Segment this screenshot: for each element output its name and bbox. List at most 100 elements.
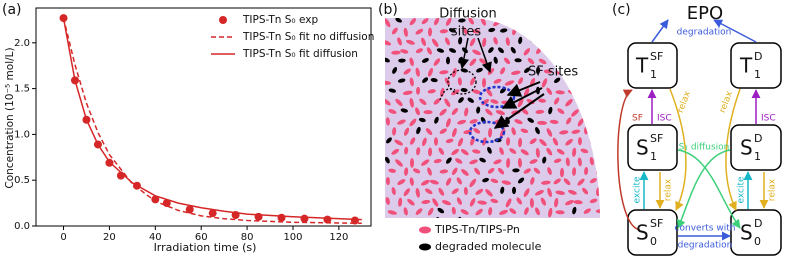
- molecule: [500, 186, 505, 194]
- molecule: [438, 147, 445, 155]
- molecule: [434, 18, 440, 26]
- molecule: [398, 58, 406, 63]
- molecule: [385, 57, 390, 63]
- state-sup: D: [754, 132, 762, 145]
- molecule: [505, 37, 510, 46]
- molecule: [567, 189, 577, 195]
- molecule: [555, 90, 565, 95]
- molecule: [444, 37, 450, 46]
- molecule: [529, 138, 537, 145]
- molecule: [590, 77, 595, 85]
- molecule: [406, 39, 415, 45]
- molecule: [581, 48, 589, 55]
- molecule: [469, 58, 477, 66]
- molecule: [425, 188, 433, 195]
- molecule: [548, 106, 553, 115]
- molecule: [445, 177, 452, 186]
- molecule: [439, 29, 448, 34]
- molecule: [535, 109, 545, 114]
- molecule: [480, 18, 487, 26]
- molecule: [397, 78, 406, 83]
- molecule: [555, 190, 566, 195]
- molecule: [409, 77, 414, 87]
- molecule: [419, 98, 427, 105]
- molecule: [487, 167, 495, 174]
- molecule: [554, 97, 560, 105]
- molecule: [499, 128, 506, 138]
- transition-label: relax: [768, 178, 778, 201]
- molecule: [589, 18, 596, 26]
- molecule: [528, 18, 535, 28]
- transition-label: SF: [632, 114, 643, 124]
- site-label: sites: [451, 25, 481, 40]
- molecule: [421, 159, 430, 166]
- molecule: [463, 187, 468, 196]
- molecule: [530, 177, 535, 185]
- molecule: [546, 87, 553, 95]
- molecule: [455, 158, 463, 164]
- molecule: [439, 70, 449, 75]
- molecule: [501, 180, 512, 185]
- molecule: [563, 18, 571, 27]
- molecule: [572, 206, 577, 215]
- molecule: [385, 117, 390, 126]
- molecule: [469, 37, 476, 47]
- molecule: [451, 148, 459, 156]
- state-sup: SF: [650, 132, 663, 145]
- molecule: [403, 127, 410, 136]
- molecule: [427, 207, 434, 216]
- transition-label: converts with: [675, 224, 736, 234]
- molecule: [577, 218, 586, 225]
- molecule: [537, 120, 548, 125]
- molecule: [385, 98, 391, 106]
- region: [385, 18, 600, 218]
- molecule: [416, 147, 421, 156]
- state-main: S: [740, 136, 753, 160]
- state-main: T: [635, 54, 649, 78]
- molecule: [475, 208, 483, 216]
- state-sup: SF: [650, 50, 663, 63]
- molecule: [589, 37, 596, 45]
- state-main: T: [739, 54, 753, 78]
- molecule: [517, 157, 522, 168]
- molecule: [493, 56, 498, 64]
- molecule: [422, 137, 427, 147]
- molecule: [583, 29, 592, 35]
- molecule: [577, 137, 582, 146]
- molecule: [448, 48, 457, 53]
- molecule: [554, 77, 561, 84]
- molecule: [391, 27, 398, 35]
- molecule: [510, 46, 516, 54]
- molecule: [595, 148, 600, 156]
- molecule: [548, 26, 553, 35]
- molecule: [416, 126, 421, 135]
- molecule: [439, 128, 447, 134]
- molecule: [391, 148, 400, 155]
- molecule: [596, 28, 600, 38]
- molecule: [415, 107, 420, 116]
- molecule: [410, 137, 416, 145]
- molecule: [577, 98, 585, 106]
- molecule: [434, 116, 439, 124]
- molecule: [541, 78, 548, 88]
- molecule: [427, 67, 434, 77]
- state-sup: D: [754, 50, 762, 63]
- molecule: [485, 108, 493, 116]
- molecule: [397, 179, 406, 185]
- molecule: [433, 58, 441, 66]
- state-sub: 0: [650, 235, 657, 248]
- molecule: [565, 157, 570, 167]
- molecule: [482, 137, 487, 146]
- molecule: [470, 77, 476, 86]
- molecule: [488, 127, 493, 138]
- molecule: [395, 18, 402, 23]
- molecule: [488, 27, 496, 33]
- molecule: [397, 119, 406, 125]
- molecule: [415, 208, 423, 215]
- molecule: [493, 159, 502, 165]
- molecule: [470, 137, 475, 146]
- molecule: [560, 167, 565, 178]
- x-tick-label: 20: [103, 232, 116, 243]
- molecule: [445, 138, 454, 144]
- molecule: [451, 108, 459, 115]
